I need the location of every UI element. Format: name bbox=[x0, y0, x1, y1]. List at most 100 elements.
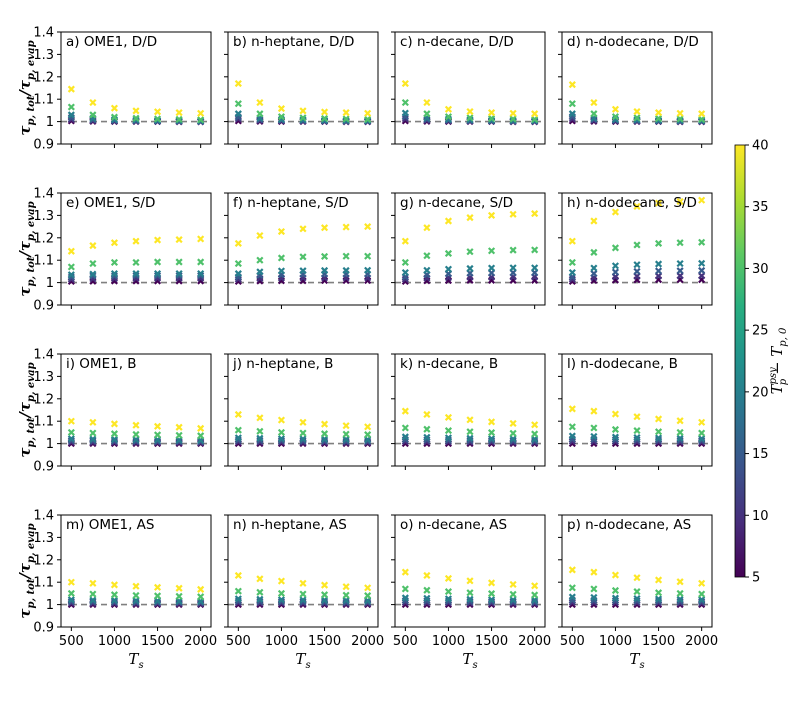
data-point bbox=[153, 258, 162, 266]
colorbar-tick-label: 10 bbox=[752, 509, 769, 524]
data-point bbox=[444, 105, 453, 113]
data-point bbox=[234, 587, 242, 595]
data-point bbox=[234, 270, 242, 278]
data-point bbox=[175, 272, 183, 280]
y-label-sub1: p, tot bbox=[26, 417, 37, 447]
data-point bbox=[676, 116, 684, 125]
data-point bbox=[466, 577, 474, 585]
data-point bbox=[401, 433, 409, 441]
panel: o) n-decane, AS 500 1000 1500 2000 Ts bbox=[391, 514, 551, 671]
data-point bbox=[256, 595, 264, 603]
data-point bbox=[364, 437, 372, 445]
data-point bbox=[487, 436, 496, 445]
data-point bbox=[590, 110, 598, 118]
x-axis-label-main: T bbox=[295, 650, 306, 668]
colorbar-label-sub: p bbox=[778, 378, 789, 385]
data-point bbox=[466, 116, 474, 124]
panel-title: f) n-heptane, S/D bbox=[233, 195, 349, 211]
panel: b) n-heptane, D/D bbox=[224, 31, 379, 148]
data-point bbox=[320, 266, 329, 275]
data-point bbox=[466, 114, 474, 122]
data-point bbox=[110, 591, 119, 599]
data-point bbox=[132, 582, 140, 590]
data-point bbox=[110, 435, 119, 443]
x-axis-label-sub: s bbox=[472, 660, 477, 671]
data-point bbox=[487, 109, 496, 117]
data-point bbox=[633, 594, 641, 603]
panel: n) n-heptane, AS 500 1000 1500 2000 Ts bbox=[224, 514, 384, 671]
colorbar-label: Tpsyp − Tp, 0 bbox=[768, 327, 789, 394]
data-point bbox=[590, 248, 598, 256]
data-point bbox=[110, 437, 119, 445]
data-point bbox=[401, 594, 409, 602]
panel-title: b) n-heptane, D/D bbox=[233, 34, 354, 50]
data-point bbox=[401, 79, 409, 88]
data-point bbox=[320, 108, 329, 116]
y-tick-label: 1.3 bbox=[33, 209, 54, 224]
data-point bbox=[676, 239, 684, 247]
data-point bbox=[633, 413, 641, 421]
x-axis-label: Ts bbox=[128, 650, 143, 671]
data-point bbox=[611, 113, 620, 121]
data-point bbox=[342, 266, 350, 275]
axes-frame bbox=[227, 353, 379, 467]
data-point bbox=[531, 598, 539, 606]
data-point bbox=[277, 597, 286, 606]
data-point bbox=[256, 575, 264, 583]
data-point bbox=[531, 110, 539, 118]
data-point bbox=[175, 115, 183, 123]
data-point bbox=[256, 231, 264, 240]
data-point bbox=[466, 434, 474, 442]
data-point bbox=[67, 85, 75, 93]
data-point bbox=[444, 595, 453, 603]
y-label-sub2: p, evap bbox=[26, 362, 37, 402]
data-point bbox=[67, 597, 75, 606]
y-axis-label: τp, tot/τp, evap bbox=[16, 40, 37, 135]
data-point bbox=[132, 437, 140, 445]
data-point bbox=[197, 432, 205, 440]
data-point bbox=[110, 596, 119, 604]
panel: d) n-dodecane, D/D bbox=[558, 31, 713, 148]
data-point bbox=[444, 113, 453, 121]
data-point bbox=[320, 252, 329, 260]
data-point bbox=[299, 225, 307, 233]
x-axis-label-sub: s bbox=[305, 660, 310, 671]
y-tick-label: 1 bbox=[46, 598, 54, 613]
data-point bbox=[531, 437, 539, 445]
data-point bbox=[132, 116, 140, 124]
data-point bbox=[256, 268, 264, 276]
data-point bbox=[487, 418, 496, 426]
panel-title: c) n-decane, D/D bbox=[400, 34, 514, 50]
data-point bbox=[277, 267, 286, 275]
data-point bbox=[633, 202, 641, 211]
y-tick-label: 1.4 bbox=[33, 348, 54, 363]
data-point bbox=[153, 270, 162, 278]
axes-frame bbox=[60, 31, 212, 145]
data-point bbox=[633, 241, 641, 249]
data-point bbox=[256, 588, 264, 596]
y-label-tau2: /τ bbox=[16, 79, 34, 97]
data-point bbox=[531, 582, 539, 590]
x-tick-label: 1000 bbox=[98, 634, 131, 649]
data-point bbox=[153, 583, 162, 591]
data-point bbox=[364, 109, 372, 117]
plot-area bbox=[395, 32, 545, 144]
panel-title: a) OME1, D/D bbox=[66, 34, 157, 50]
data-point bbox=[234, 100, 242, 108]
data-point bbox=[633, 574, 641, 582]
data-point bbox=[401, 268, 409, 277]
data-point bbox=[676, 428, 684, 436]
data-point bbox=[444, 249, 453, 258]
data-point bbox=[89, 590, 97, 598]
data-point bbox=[67, 435, 75, 443]
panel-title: l) n-dodecane, B bbox=[567, 356, 678, 372]
plot-area bbox=[562, 354, 712, 466]
data-point bbox=[175, 258, 183, 266]
x-axis-label-main: T bbox=[629, 650, 640, 668]
axes-frame bbox=[394, 192, 546, 306]
data-point bbox=[89, 98, 97, 107]
data-point bbox=[132, 270, 140, 278]
data-point bbox=[67, 589, 75, 597]
data-point bbox=[509, 437, 517, 445]
data-point bbox=[590, 432, 598, 441]
